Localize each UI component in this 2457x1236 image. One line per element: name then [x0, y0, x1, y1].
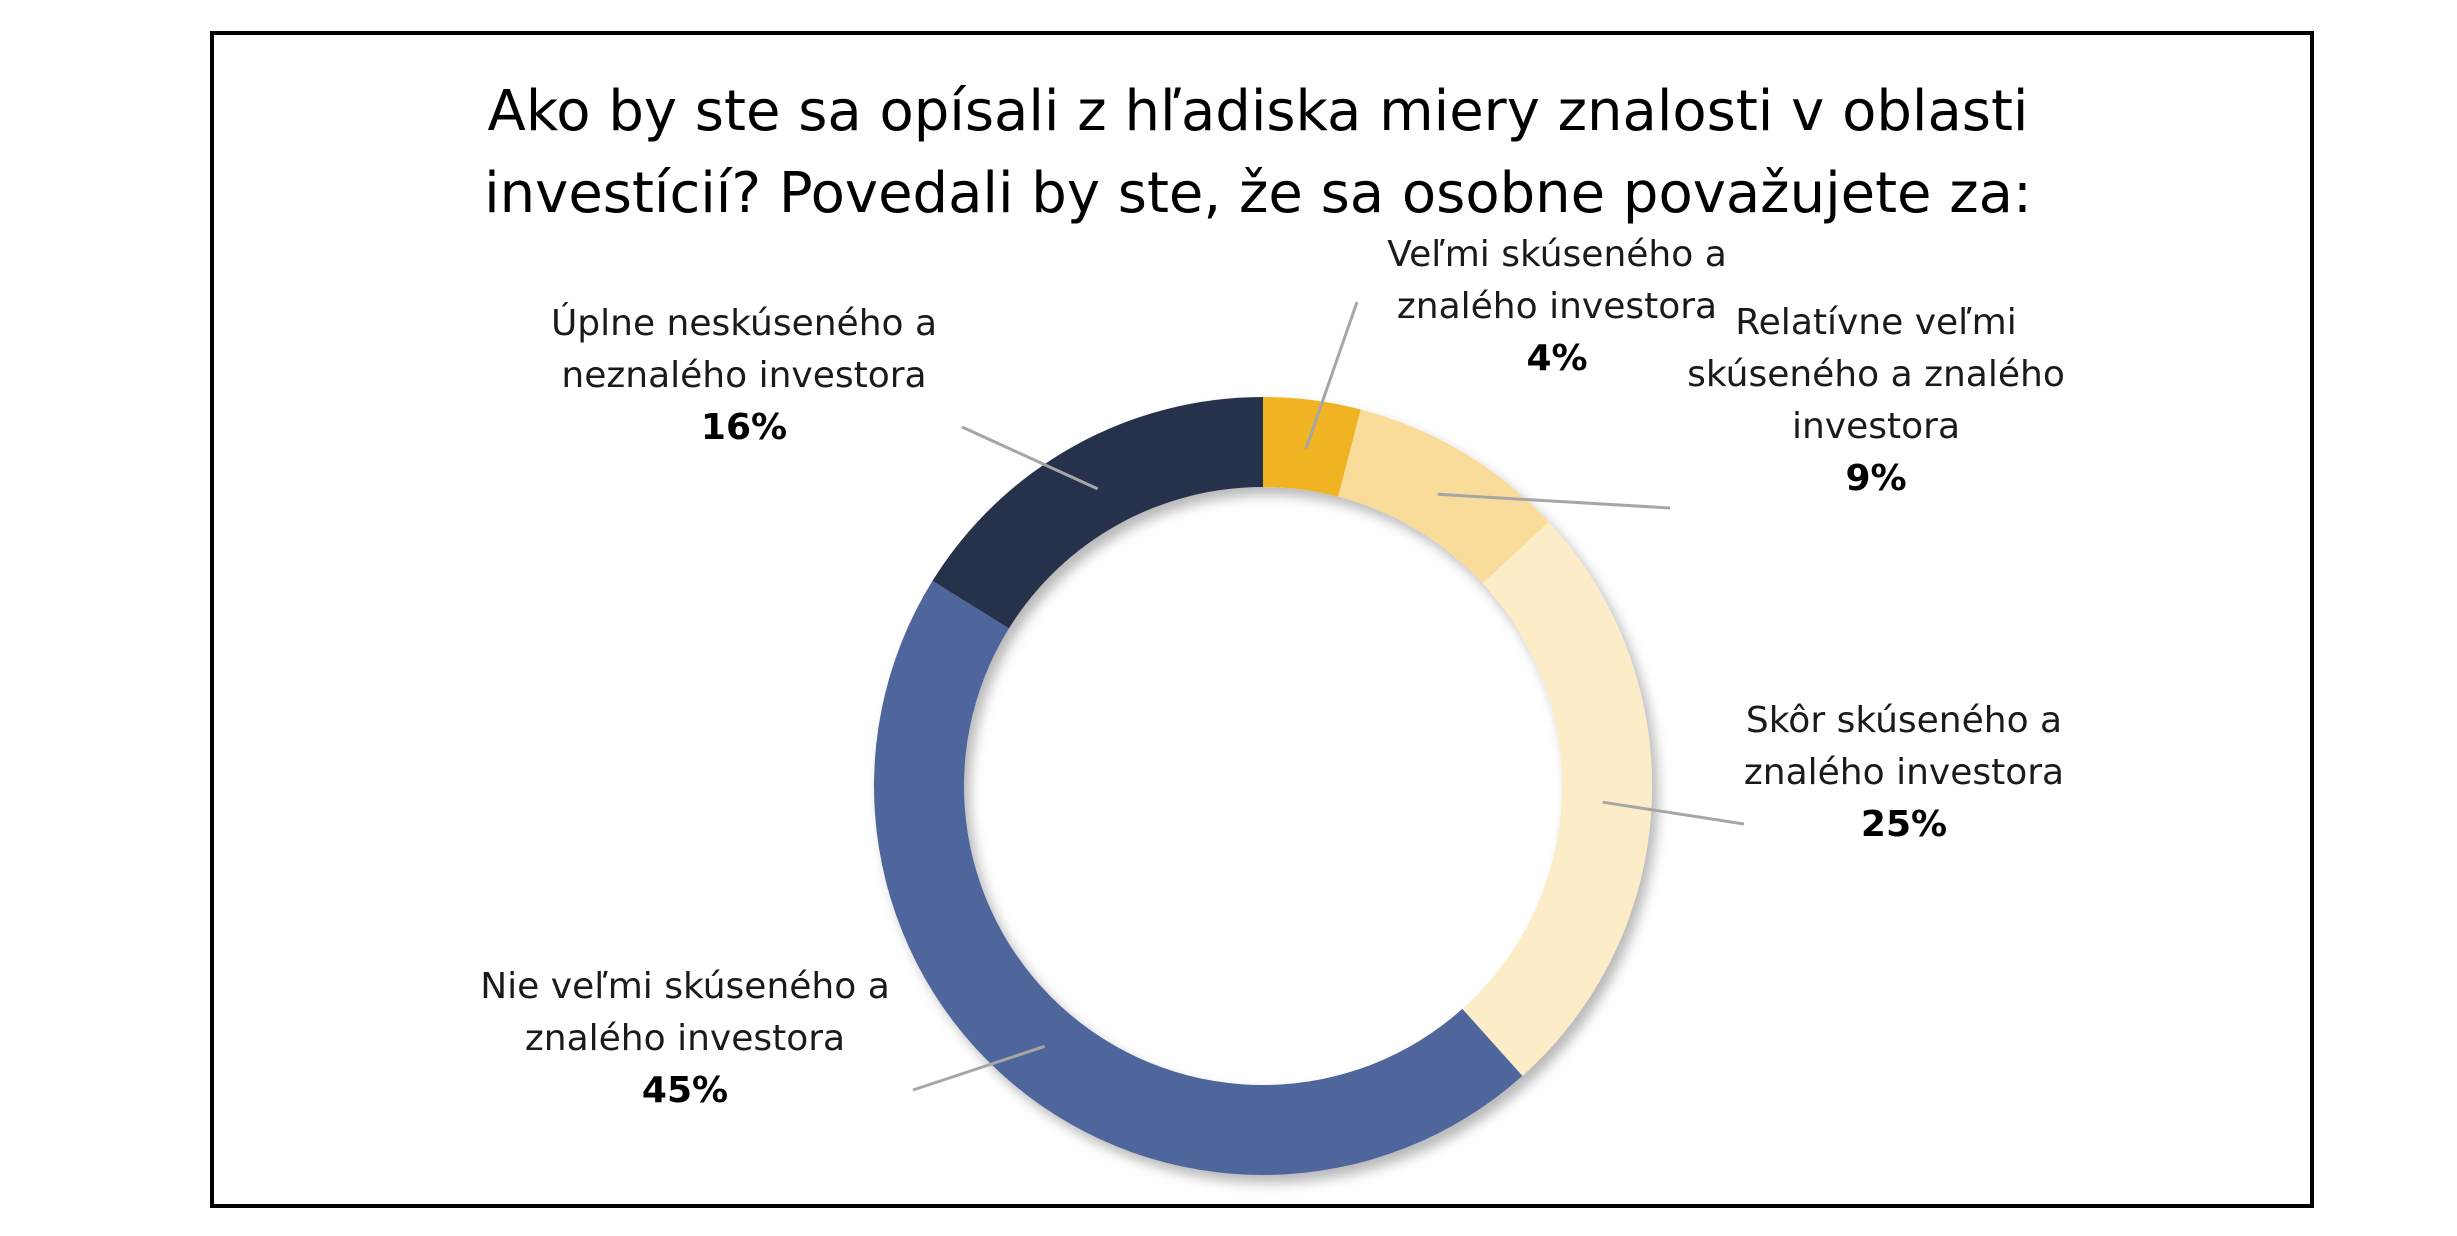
slice-3-value-label: 25%	[1861, 804, 1947, 845]
leader-lines	[912, 301, 1745, 1092]
leader-line-2	[1437, 492, 1671, 510]
slice-labels: Veľmi skúseného a znalého investora 4% Rela…	[480, 234, 2065, 1111]
slice-2-label-line-1: Relatívne veľmi	[1735, 302, 2016, 343]
slice-1-label-line-1: Veľmi skúseného a	[1387, 234, 1727, 275]
donut-slice-3	[1462, 522, 1653, 1076]
leader-line-5	[961, 425, 1099, 491]
slice-4-label-line-1: Nie veľmi skúseného a	[480, 966, 890, 1007]
slice-2-label-line-3: investora	[1792, 406, 1960, 447]
slice-1-label-line-2: znalého investora	[1397, 286, 1717, 327]
chart-frame	[210, 31, 2314, 1208]
slice-3-label-line-2: znalého investora	[1744, 752, 2064, 793]
slice-4-value-label: 45%	[642, 1070, 728, 1111]
chart-title-line-2: investícií? Povedali by ste, že sa osobn…	[484, 161, 2032, 226]
donut-slice-1	[1263, 397, 1361, 497]
slice-4-label-line-2: znalého investora	[525, 1018, 845, 1059]
donut-slice-4	[874, 580, 1523, 1175]
donut-slices	[874, 397, 1653, 1175]
chart-title-line-1: Ako by ste sa opísali z hľadiska miery z…	[488, 79, 2029, 144]
leader-line-3	[1602, 800, 1745, 826]
slice-5-value-label: 16%	[701, 407, 787, 448]
slice-5-label-line-2: neznalého investora	[561, 355, 926, 396]
slice-1-value-label: 4%	[1526, 338, 1587, 379]
leader-line-4	[912, 1045, 1045, 1092]
slice-2-label-line-2: skúseného a znalého	[1687, 354, 2065, 395]
slice-3-label-line-1: Skôr skúseného a	[1746, 700, 2062, 741]
donut-slice-2	[1338, 409, 1549, 584]
leader-line-1	[1304, 301, 1359, 450]
slice-2-value-label: 9%	[1845, 458, 1906, 499]
donut-slice-5	[932, 397, 1263, 629]
slice-5-label-line-1: Úplne neskúseného a	[551, 302, 937, 344]
